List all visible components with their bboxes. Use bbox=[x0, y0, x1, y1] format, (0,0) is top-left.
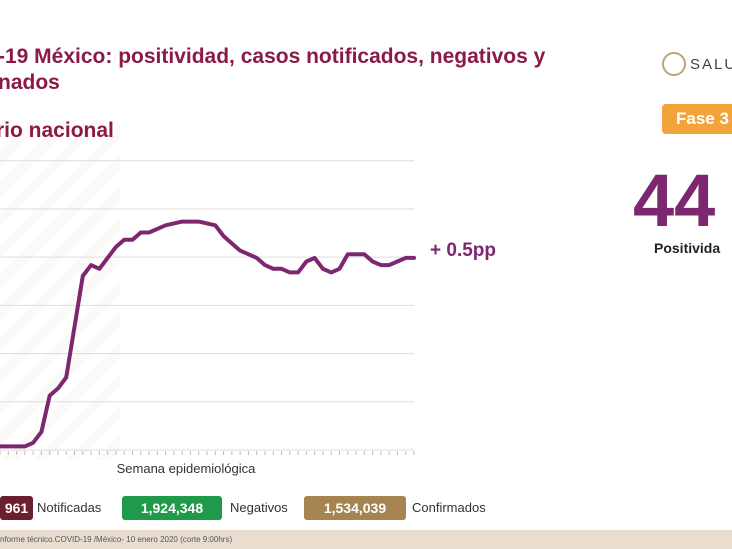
negativos-label: Negativos bbox=[230, 500, 288, 515]
page-title: -19 México: positividad, casos notificad… bbox=[0, 44, 638, 96]
positivity-series-line bbox=[0, 219, 416, 449]
brand-text: SALU bbox=[690, 55, 732, 73]
confirmados-value: 1,534,039 bbox=[304, 496, 406, 520]
change-annotation: + 0.5pp bbox=[430, 240, 496, 261]
x-axis-label: Semana epidemiológica bbox=[117, 461, 257, 476]
confirmados-label: Confirmados bbox=[412, 500, 486, 515]
negativos-value: 1,924,348 bbox=[122, 496, 222, 520]
seal-icon bbox=[662, 52, 686, 76]
positivity-value: 44 bbox=[633, 159, 716, 242]
phase-badge: Fase 3 bbox=[662, 104, 732, 134]
positivity-chart: + 0.5pp Semana epidemiológica bbox=[0, 160, 496, 476]
title-line-2: nados bbox=[0, 71, 60, 94]
chart-grid bbox=[0, 160, 414, 451]
positivity-label: Positivida bbox=[654, 240, 721, 256]
x-axis-ticks bbox=[0, 451, 415, 455]
background-watermark bbox=[0, 120, 120, 460]
notificadas-value: 961 bbox=[0, 496, 33, 520]
page-subtitle: rio nacional bbox=[0, 119, 114, 142]
footer-source: nforme técnico.COVID-19 /México- 10 ener… bbox=[0, 530, 732, 549]
notificadas-label: Notificadas bbox=[37, 500, 102, 515]
summary-bar: 961 Notificadas 1,924,348 Negativos 1,53… bbox=[0, 496, 732, 520]
title-line-1: -19 México: positividad, casos notificad… bbox=[0, 45, 546, 68]
salud-logo: SALU bbox=[662, 52, 732, 76]
